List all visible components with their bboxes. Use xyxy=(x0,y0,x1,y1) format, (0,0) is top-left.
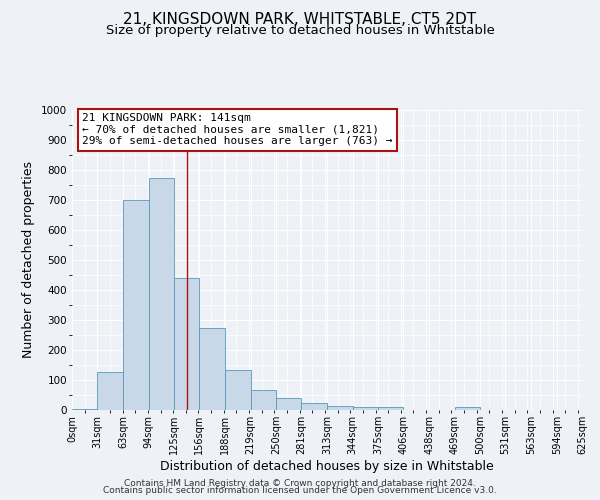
Bar xyxy=(199,328,226,410)
Bar xyxy=(353,407,378,410)
Text: 21, KINGSDOWN PARK, WHITSTABLE, CT5 2DT: 21, KINGSDOWN PARK, WHITSTABLE, CT5 2DT xyxy=(124,12,476,28)
X-axis label: Distribution of detached houses by size in Whitstable: Distribution of detached houses by size … xyxy=(160,460,494,473)
Bar xyxy=(455,407,480,410)
Bar xyxy=(328,406,353,410)
Bar xyxy=(276,398,301,410)
Text: Contains public sector information licensed under the Open Government Licence v3: Contains public sector information licen… xyxy=(103,486,497,495)
Bar xyxy=(301,402,328,410)
Bar xyxy=(174,278,199,410)
Text: 21 KINGSDOWN PARK: 141sqm
← 70% of detached houses are smaller (1,821)
29% of se: 21 KINGSDOWN PARK: 141sqm ← 70% of detac… xyxy=(82,113,392,146)
Bar xyxy=(124,200,149,410)
Bar xyxy=(72,408,97,410)
Bar xyxy=(149,178,174,410)
Bar xyxy=(97,372,124,410)
Text: Contains HM Land Registry data © Crown copyright and database right 2024.: Contains HM Land Registry data © Crown c… xyxy=(124,478,476,488)
Y-axis label: Number of detached properties: Number of detached properties xyxy=(22,162,35,358)
Text: Size of property relative to detached houses in Whitstable: Size of property relative to detached ho… xyxy=(106,24,494,37)
Bar xyxy=(251,390,276,410)
Bar xyxy=(226,370,251,410)
Bar xyxy=(378,407,403,410)
